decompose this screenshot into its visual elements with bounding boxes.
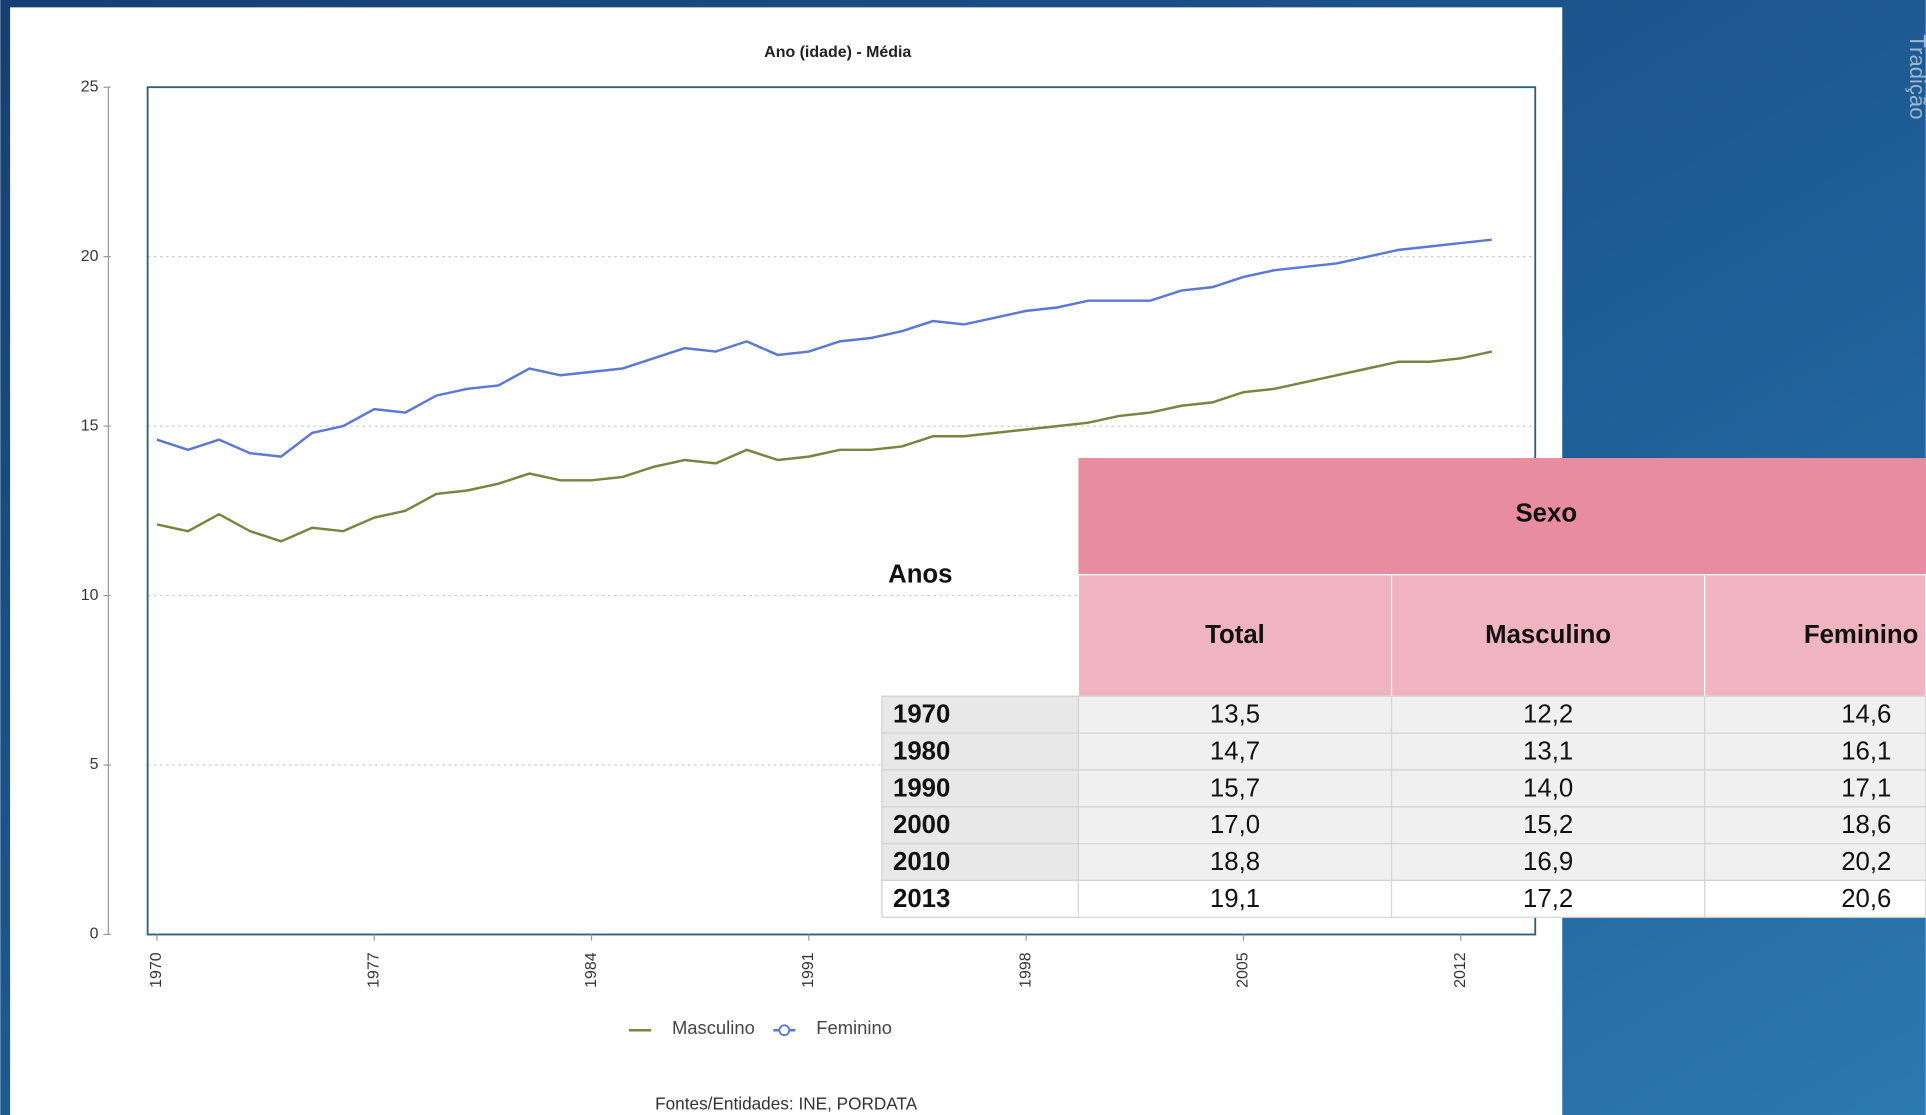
series-line bbox=[156, 350, 1493, 543]
x-tick-label: 2005 bbox=[1235, 952, 1252, 988]
series-line bbox=[156, 238, 1492, 458]
table-cell: 2000 bbox=[893, 811, 950, 839]
table-cell: 17,0 bbox=[1210, 811, 1260, 839]
table-cell: 12,2 bbox=[1523, 701, 1573, 729]
table-cell: 1980 bbox=[893, 738, 950, 766]
table-row-head bbox=[881, 879, 1080, 918]
x-tick-label: 1984 bbox=[583, 952, 600, 988]
source: Fontes/Entidades: INE, PORDATA bbox=[655, 1094, 918, 1114]
table-cell: 1970 bbox=[893, 701, 950, 729]
table-cell: 19,1 bbox=[1210, 885, 1260, 913]
table-cell: 18,8 bbox=[1210, 848, 1260, 876]
table-cell: 17,1 bbox=[1841, 774, 1891, 802]
table-cell: 18,6 bbox=[1841, 811, 1891, 839]
table-row-head bbox=[881, 806, 1080, 845]
table-group-header bbox=[1078, 458, 1926, 575]
table-row-head bbox=[881, 769, 1080, 808]
table-cell: 13,1 bbox=[1523, 738, 1573, 766]
table-cell: 14,0 bbox=[1523, 774, 1573, 802]
table-column-label: Feminino bbox=[1804, 621, 1919, 649]
table-cell: 15,7 bbox=[1210, 774, 1260, 802]
table-cell: 14,6 bbox=[1841, 701, 1891, 729]
table-cell: 16,9 bbox=[1523, 848, 1573, 876]
table-cell: 1990 bbox=[893, 774, 950, 802]
chart-title: Ano (idade) - Média bbox=[764, 44, 911, 61]
table-cell: 16,1 bbox=[1841, 738, 1891, 766]
x-tick-label: 1977 bbox=[365, 952, 382, 988]
legend-label: Feminino bbox=[816, 1017, 892, 1038]
table-cell: 2010 bbox=[893, 848, 950, 876]
table-cell: 2013 bbox=[893, 885, 950, 913]
table-column-header bbox=[1077, 574, 1393, 697]
x-tick-label: 2012 bbox=[1452, 952, 1469, 988]
table-cell: 14,7 bbox=[1210, 738, 1260, 766]
y-tick-label: 20 bbox=[81, 248, 99, 265]
table-row-head bbox=[881, 695, 1080, 734]
y-tick-label: 0 bbox=[90, 926, 99, 943]
table-cell: 17,2 bbox=[1523, 885, 1573, 913]
y-tick-label: 15 bbox=[81, 417, 99, 434]
table-row-head bbox=[881, 732, 1080, 771]
table-column-label: Masculino bbox=[1485, 621, 1611, 649]
table-group-label: Sexo bbox=[1515, 499, 1577, 527]
x-tick-label: 1970 bbox=[148, 952, 165, 988]
legend-label: Masculino bbox=[672, 1017, 755, 1038]
table-corner: Anos bbox=[888, 561, 952, 589]
side-text: Tradição bbox=[1905, 34, 1926, 119]
y-tick-label: 5 bbox=[90, 756, 99, 773]
table-column-header bbox=[1704, 574, 1926, 697]
table-cell: 20,6 bbox=[1841, 885, 1891, 913]
table-cell: 15,2 bbox=[1523, 811, 1573, 839]
legend-marker bbox=[778, 1024, 791, 1037]
y-tick-label: 25 bbox=[81, 78, 99, 95]
x-tick-label: 1991 bbox=[800, 952, 817, 988]
table-column-label: Total bbox=[1205, 621, 1265, 649]
table-cell: 20,2 bbox=[1841, 848, 1891, 876]
x-tick-label: 1998 bbox=[1017, 952, 1034, 988]
table-cell: 13,5 bbox=[1210, 701, 1260, 729]
y-tick-label: 10 bbox=[81, 587, 99, 604]
